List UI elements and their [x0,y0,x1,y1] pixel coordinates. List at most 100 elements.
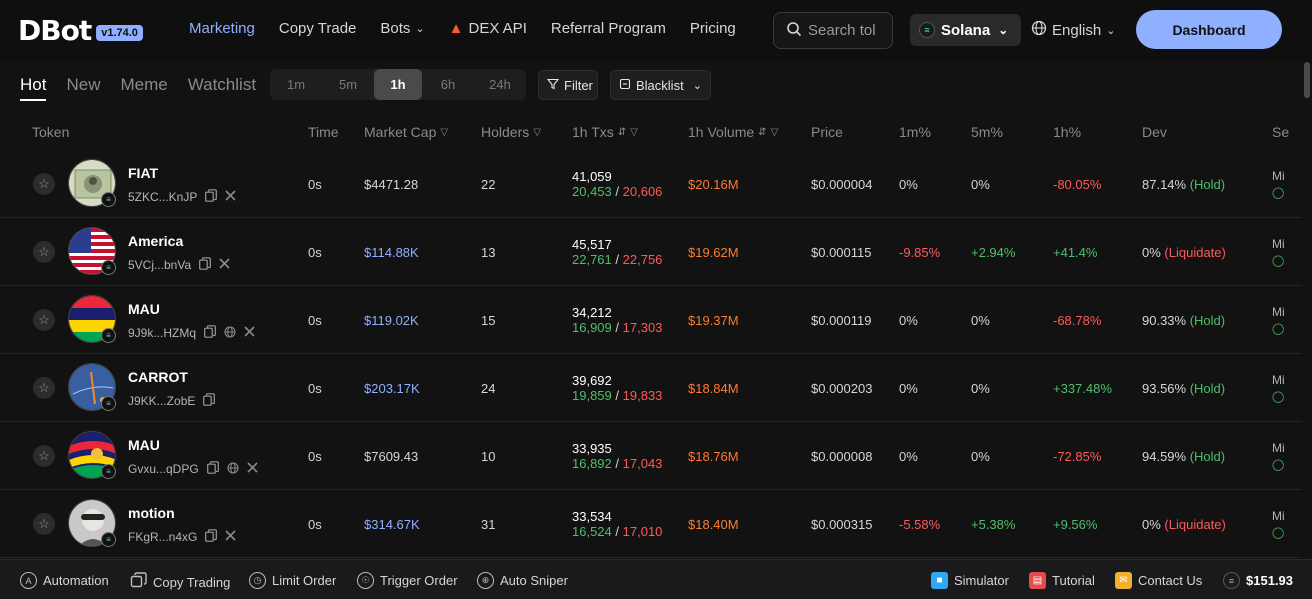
dev-percent: 0% [1142,245,1161,260]
dev-status: (Hold) [1189,381,1226,396]
watchlist-star-icon[interactable]: ☆ [33,445,55,467]
timeframe-5m[interactable]: 5m [338,77,358,92]
token-name[interactable]: FIAT [128,165,159,181]
col-market-cap[interactable]: Market Cap ▽ [364,124,448,140]
nav-referral-program[interactable]: Referral Program [551,20,666,37]
token-avatar [68,499,116,547]
timeframe-1m[interactable]: 1m [286,77,306,92]
dev-holding: 90.33% (Hold) [1142,313,1225,328]
copy-trading-button[interactable]: Copy Trading [130,572,230,592]
tab-hot[interactable]: Hot [20,75,47,101]
dev-holding: 87.14% (Hold) [1142,177,1225,192]
token-name[interactable]: America [128,233,184,249]
simulator-button[interactable]: ■ Simulator [931,572,1009,589]
website-globe-icon[interactable] [224,325,236,341]
search-box[interactable] [773,12,893,49]
nav-label: Marketing [189,20,255,37]
auto-sniper-button[interactable]: ⊕ Auto Sniper [477,572,568,589]
table-row[interactable]: ☆ ≡ MAU Gvxu...qDPG 0s $7609.43 10 33,93… [0,422,1302,490]
tutorial-button[interactable]: ▤ Tutorial [1029,572,1095,589]
token-name[interactable]: MAU [128,301,160,317]
search-input[interactable] [808,22,892,39]
change-1h: -80.05% [1053,177,1102,192]
bottom-toolbar: A Automation Copy Trading ◷ Limit Order … [0,559,1312,599]
table-row[interactable]: ☆ ≡ CARROT J9KK...ZobE 0s $203.17K 24 39… [0,354,1302,422]
col-1m-change[interactable]: 1m% [899,124,931,140]
tab-new[interactable]: New [66,75,101,94]
copy-address-icon[interactable] [203,393,216,409]
filter-icon[interactable]: ▽ [630,126,638,138]
scrollbar-thumb[interactable] [1304,62,1310,98]
wallet-balance[interactable]: ≡ $151.93 [1223,572,1293,589]
tab-meme[interactable]: Meme [120,75,168,94]
token-name[interactable]: CARROT [128,369,188,385]
dashboard-button[interactable]: Dashboard [1136,10,1282,49]
holders-count: 31 [481,517,496,532]
nav-label: Bots [380,20,411,37]
change-1m: -9.85% [899,245,941,260]
nav-dex-api[interactable]: ▲ DEX API [449,20,527,37]
x-twitter-icon[interactable] [225,190,236,204]
nav-copy-trade[interactable]: Copy Trade [279,20,357,37]
x-twitter-icon[interactable] [225,530,236,544]
sort-icon[interactable]: ⇵ [758,126,767,138]
volume: $19.62M [688,245,739,260]
table-row[interactable]: ☆ ≡ motion FKgR...n4xG 0s $314.67K 31 33… [0,490,1302,558]
timeframe-1h[interactable]: 1h [374,69,422,100]
market-cap: $314.67K [364,517,420,532]
table-row[interactable]: ☆ ≡ MAU 9J9k...HZMq 0s $119.02K 15 34,21… [0,286,1302,354]
col-volume[interactable]: 1h Volume ⇵ ▽ [688,124,778,140]
sort-icon[interactable]: ⇵ [617,126,627,138]
x-twitter-icon[interactable] [247,462,258,476]
holders-count: 22 [481,177,496,192]
nav-pricing[interactable]: Pricing [690,20,736,37]
blacklist-dropdown[interactable]: Blacklist ⌄ [610,70,711,100]
dbot-logo[interactable]: DBot v1.74.0 [18,14,143,47]
nav-bots[interactable]: Bots ⌄ [380,20,424,37]
table-row[interactable]: ☆ ≡ FIAT 5ZKC...KnJP 0s $4471.28 22 41,0… [0,150,1302,218]
filter-icon[interactable]: ▽ [440,126,449,138]
watchlist-star-icon[interactable]: ☆ [33,241,55,263]
automation-button[interactable]: A Automation [20,572,109,589]
chain-selector[interactable]: ≡ Solana ⌄ [910,14,1021,46]
txs-total: 33,534 [572,509,612,524]
filter-icon[interactable]: ▽ [533,126,541,138]
token-name[interactable]: motion [128,505,175,521]
col-holders[interactable]: Holders ▽ [481,124,541,140]
cube-icon: ■ [931,572,948,589]
col-time[interactable]: Time [308,124,339,140]
col-price[interactable]: Price [811,124,843,140]
chevron-down-icon: ⌄ [1106,24,1116,37]
scrollbar-track[interactable] [1302,62,1312,558]
website-globe-icon[interactable] [227,461,239,477]
x-twitter-icon[interactable] [244,326,255,340]
watchlist-star-icon[interactable]: ☆ [33,173,55,195]
contact-us-button[interactable]: ✉ Contact Us [1115,572,1202,589]
timeframe-24h[interactable]: 24h [489,77,511,92]
filter-icon[interactable]: ▽ [770,126,779,138]
col-5m-change[interactable]: 5m% [971,124,1003,140]
copy-address-icon[interactable] [205,189,218,205]
table-row[interactable]: ☆ ≡ America 5VCj...bnVa 0s $114.88K 13 4… [0,218,1302,286]
copy-address-icon[interactable] [205,529,218,545]
x-twitter-icon[interactable] [219,258,230,272]
language-selector[interactable]: English ⌄ [1031,20,1115,40]
copy-address-icon[interactable] [204,325,216,341]
filter-icon [546,78,560,93]
col-1h-change[interactable]: 1h% [1053,124,1081,140]
col-dev[interactable]: Dev [1142,124,1167,140]
col-txs[interactable]: 1h Txs ⇵ ▽ [572,124,638,140]
copy-address-icon[interactable] [199,257,212,273]
tab-watchlist[interactable]: Watchlist [187,75,257,94]
limit-order-button[interactable]: ◷ Limit Order [249,572,336,589]
copy-address-icon[interactable] [206,461,219,477]
token-name[interactable]: MAU [128,437,160,453]
col-security[interactable]: Se [1272,124,1289,140]
watchlist-star-icon[interactable]: ☆ [33,377,55,399]
timeframe-6h[interactable]: 6h [440,77,456,92]
watchlist-star-icon[interactable]: ☆ [33,513,55,535]
trigger-order-button[interactable]: ☉ Trigger Order [357,572,458,589]
watchlist-star-icon[interactable]: ☆ [33,309,55,331]
nav-marketing[interactable]: Marketing [189,20,255,37]
filter-button[interactable]: Filter [538,70,598,100]
